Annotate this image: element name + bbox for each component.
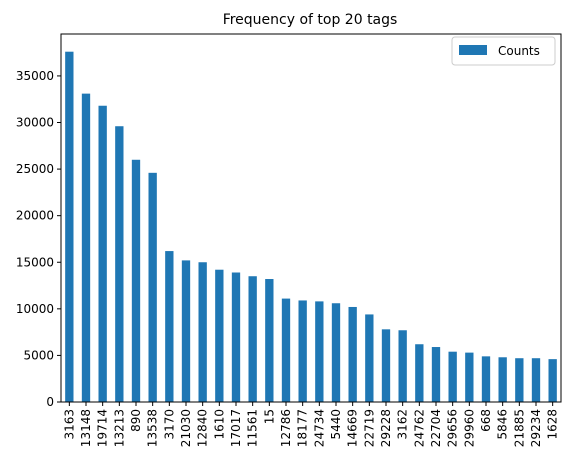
y-axis: 0 5000 10000 15000 20000 25000 30000 35000 — [16, 69, 61, 409]
bar-12840 — [198, 262, 207, 402]
bar-13538 — [148, 172, 157, 402]
x-tick-label: 14669 — [346, 409, 360, 447]
bar-21030 — [181, 260, 191, 402]
bar-24734 — [315, 301, 324, 402]
x-tick-label: 15 — [262, 409, 276, 424]
x-tick-label: 13148 — [79, 409, 93, 447]
bar-11561 — [248, 276, 257, 402]
x-axis: 3163 13148 19714 13213 890 13538 3170 21030 1284… — [62, 402, 560, 447]
bar-29234 — [531, 358, 541, 402]
bar-15 — [265, 279, 274, 402]
x-tick-label: 24734 — [312, 409, 326, 447]
x-tick-label: 12786 — [279, 409, 293, 447]
x-tick-label: 21030 — [179, 409, 193, 447]
y-tick-label: 10000 — [16, 302, 54, 316]
x-tick-label: 12840 — [196, 409, 210, 447]
x-tick-label: 5846 — [496, 409, 510, 440]
x-tick-label: 3170 — [162, 409, 176, 440]
x-tick-label: 29656 — [446, 409, 460, 447]
x-tick-label: 13213 — [112, 409, 126, 447]
bars-group — [65, 51, 557, 403]
bar-29656 — [448, 351, 457, 402]
x-tick-label: 5440 — [329, 409, 343, 440]
y-tick-label: 0 — [46, 395, 54, 409]
y-tick-label: 35000 — [16, 69, 54, 83]
chart-title: Frequency of top 20 tags — [223, 12, 398, 28]
plot-frame — [60, 33, 562, 403]
x-tick-label: 1628 — [546, 409, 560, 440]
bar-13213 — [115, 126, 124, 402]
x-tick-label: 17017 — [229, 409, 243, 447]
bar-22719 — [365, 314, 374, 402]
x-tick-label: 18177 — [296, 409, 310, 447]
bar-3170 — [165, 251, 174, 402]
x-tick-label: 3162 — [396, 409, 410, 440]
bar-3162 — [398, 330, 407, 402]
x-tick-label: 22704 — [429, 409, 443, 447]
bar-18177 — [298, 300, 307, 402]
x-tick-label: 24762 — [412, 409, 426, 447]
bar-17017 — [231, 272, 241, 402]
x-tick-label: 29960 — [462, 409, 476, 447]
legend-box — [451, 36, 556, 66]
bar-5846 — [498, 357, 507, 402]
legend-swatch — [459, 45, 487, 55]
bar-22704 — [431, 347, 441, 402]
bar-19714 — [98, 105, 107, 403]
y-tick-label: 25000 — [16, 162, 54, 176]
legend-label: Counts — [498, 44, 540, 58]
bar-1610 — [215, 269, 224, 402]
bar-5440 — [331, 303, 341, 402]
y-tick-label: 15000 — [16, 255, 54, 269]
y-tick-label: 20000 — [16, 209, 54, 223]
bar-1628 — [548, 359, 557, 402]
bar-668 — [481, 356, 491, 402]
bar-890 — [131, 159, 141, 402]
x-tick-label: 13538 — [146, 409, 160, 447]
x-tick-label: 1610 — [212, 409, 226, 440]
bar-12786 — [281, 298, 291, 402]
x-tick-label: 22719 — [362, 409, 376, 447]
x-tick-label: 890 — [129, 409, 143, 432]
x-tick-label: 3163 — [62, 409, 76, 440]
bar-3163 — [65, 51, 74, 402]
x-tick-label: 668 — [479, 409, 493, 432]
bar-29228 — [381, 329, 391, 402]
y-tick-label: 5000 — [23, 348, 54, 362]
x-tick-label: 29234 — [529, 409, 543, 447]
bar-29960 — [465, 352, 474, 402]
bar-24762 — [415, 344, 424, 402]
x-tick-label: 29228 — [379, 409, 393, 447]
bar-21885 — [515, 358, 524, 402]
x-tick-label: 11561 — [246, 409, 260, 447]
y-tick-label: 30000 — [16, 116, 54, 130]
legend: Counts — [451, 36, 556, 66]
x-tick-label: 19714 — [96, 409, 110, 447]
bar-14669 — [348, 306, 357, 402]
bar-13148 — [81, 93, 91, 402]
x-tick-label: 21885 — [512, 409, 526, 447]
